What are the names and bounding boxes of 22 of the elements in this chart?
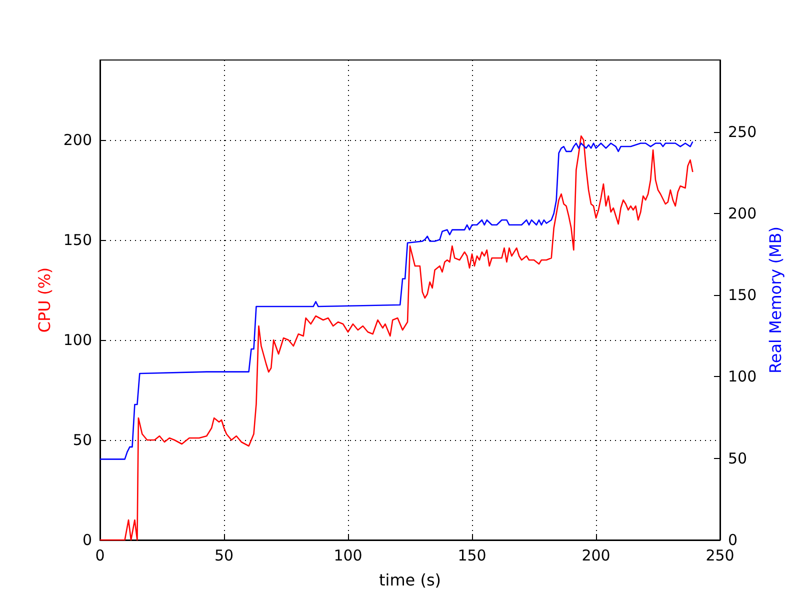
- y2-tick-label: 200: [728, 204, 757, 222]
- y2-tick-label: 50: [728, 449, 748, 468]
- line-series: [99, 135, 694, 541]
- y2-tick-label: 150: [728, 286, 757, 304]
- y-axis-title: CPU (%): [34, 267, 54, 333]
- x-tick-label: 0: [95, 546, 105, 564]
- x-tick-label: 200: [582, 546, 610, 564]
- x-tick-label: 100: [334, 546, 362, 564]
- y2-tick-label: 100: [728, 368, 757, 386]
- y-tick-label: 100: [63, 331, 92, 349]
- y-tick-label: 200: [63, 131, 92, 149]
- x-axis-title: time (s): [378, 570, 442, 590]
- x-tick-label: 250: [706, 546, 734, 564]
- line-series: [99, 140, 694, 460]
- y-tick-label: 0: [82, 531, 92, 549]
- x-tick-label: 150: [458, 546, 486, 564]
- y-tick-label: 50: [72, 431, 92, 449]
- y2-tick-label: 250: [728, 122, 757, 141]
- y2-axis-title: Real Memory (MB): [766, 226, 786, 374]
- x-tick-label: 50: [214, 546, 234, 564]
- y2-tick-label: 0: [728, 531, 738, 549]
- y-tick-label: 150: [63, 231, 92, 249]
